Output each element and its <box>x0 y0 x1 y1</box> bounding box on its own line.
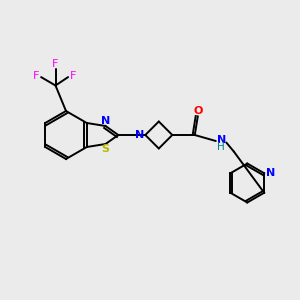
Text: S: S <box>101 144 110 154</box>
Text: O: O <box>194 106 203 116</box>
Text: H: H <box>217 142 225 152</box>
Text: F: F <box>33 71 40 81</box>
Text: F: F <box>70 71 76 81</box>
Text: N: N <box>266 168 275 178</box>
Text: F: F <box>52 59 59 69</box>
Text: N: N <box>217 135 226 146</box>
Text: N: N <box>101 116 110 126</box>
Text: N: N <box>135 130 144 140</box>
